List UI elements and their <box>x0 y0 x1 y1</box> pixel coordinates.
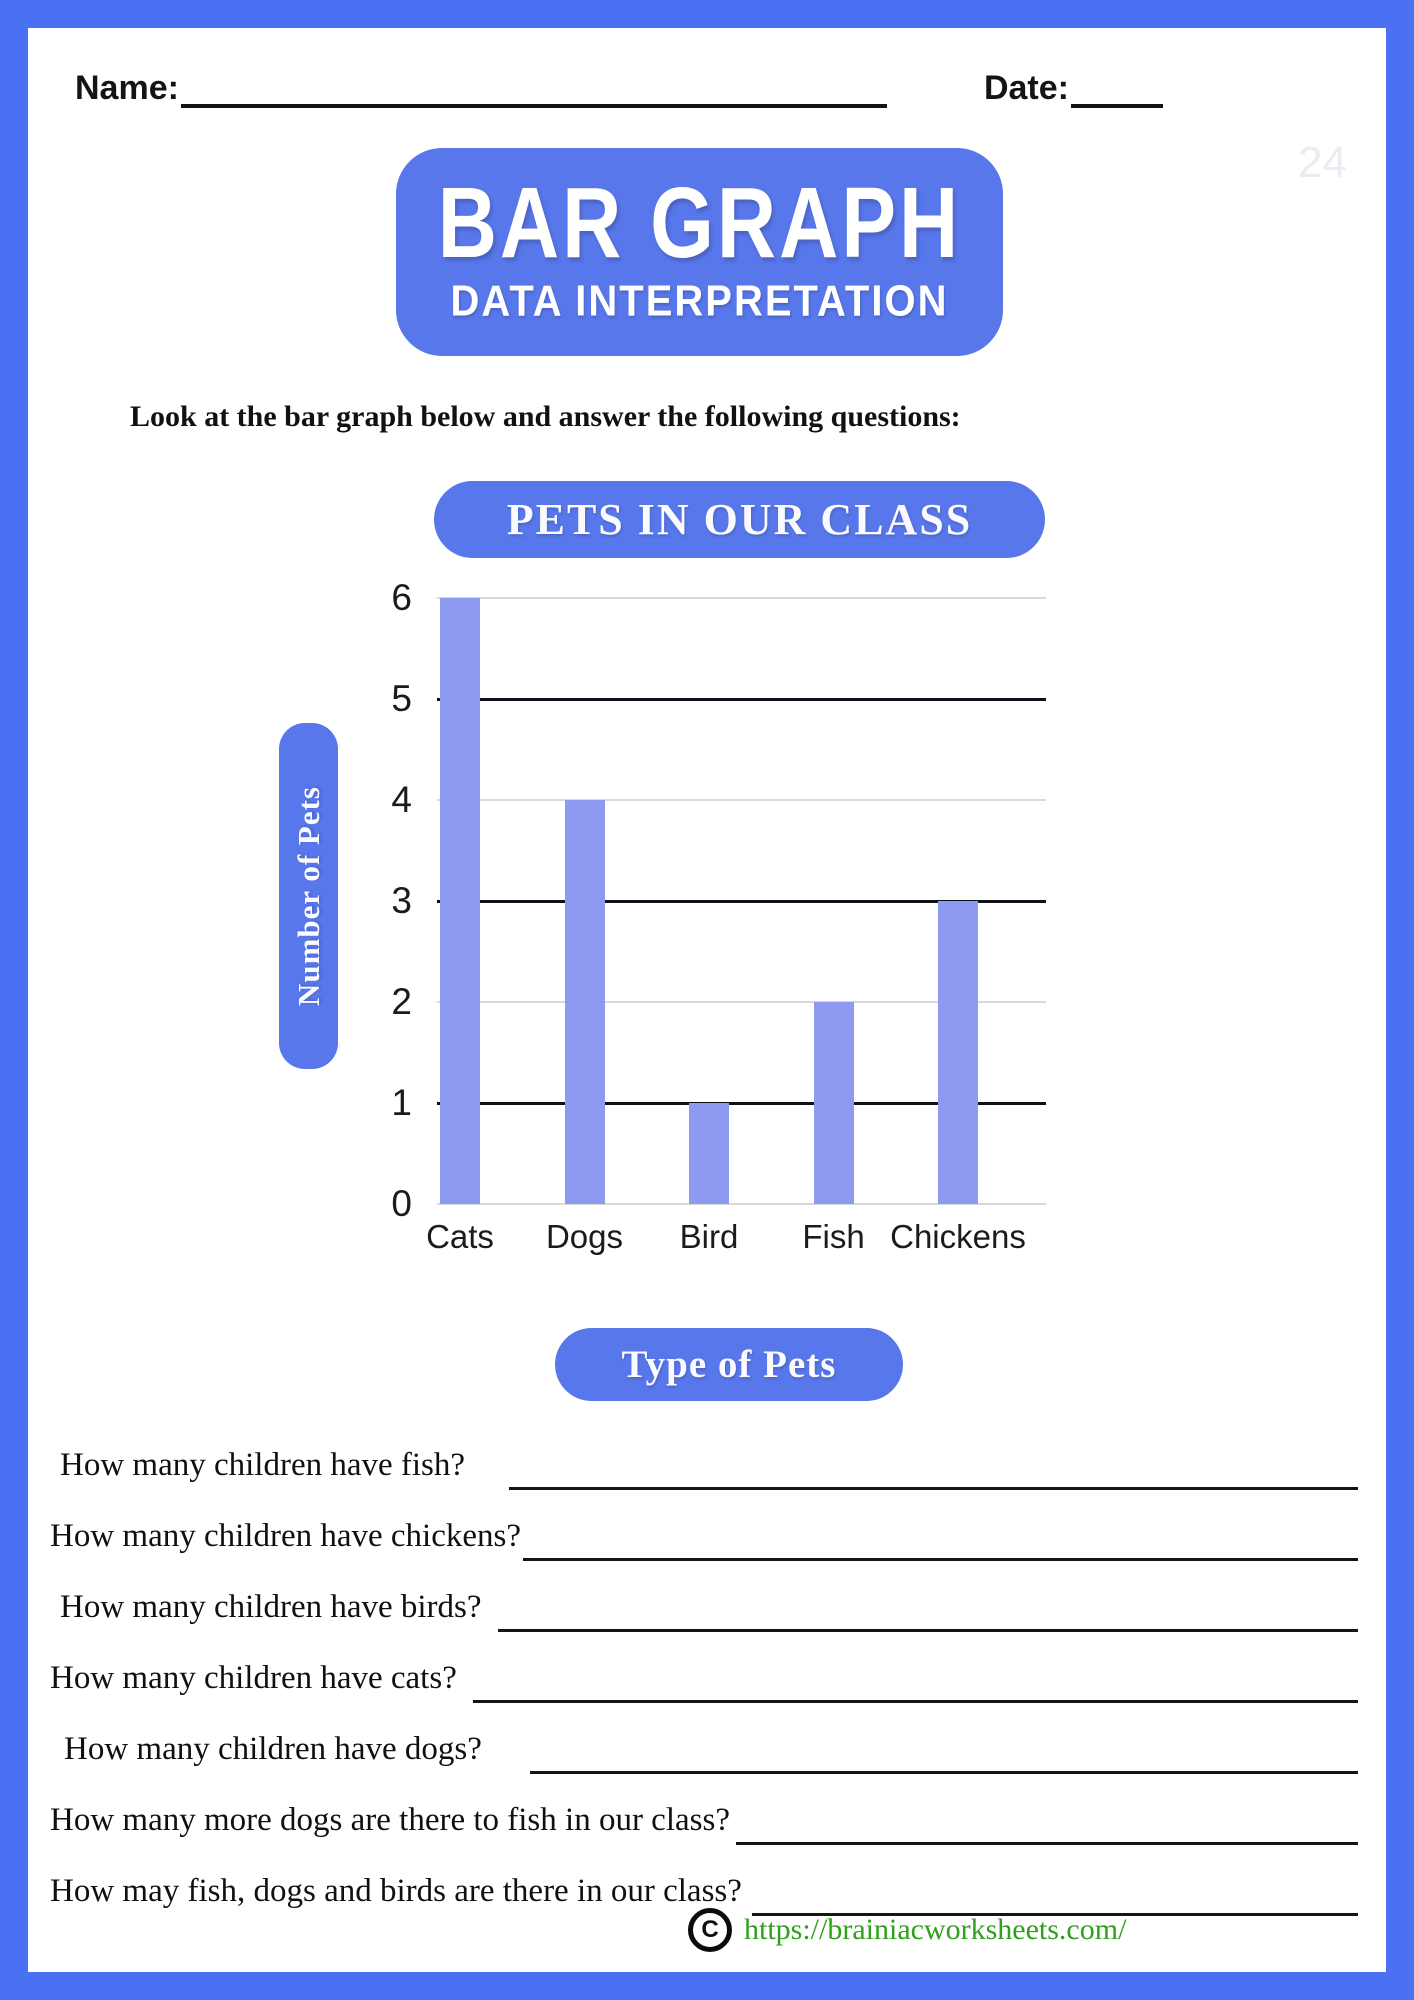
question-text: How may fish, dogs and birds are there i… <box>50 1873 742 1909</box>
gridline-dark <box>437 1102 1046 1105</box>
question-row: How may fish, dogs and birds are there i… <box>50 1845 1358 1916</box>
y-tick-label: 5 <box>391 678 412 719</box>
question-text: How many children have birds? <box>60 1589 482 1625</box>
page-number-watermark: 24 <box>1298 138 1347 187</box>
y-tick-label: 3 <box>391 880 412 921</box>
x-tick-label: Bird <box>679 1218 739 1255</box>
gridline <box>437 1001 1046 1003</box>
x-tick-label: Fish <box>802 1218 865 1255</box>
answer-line <box>529 1759 1358 1774</box>
answer-line <box>751 1901 1358 1916</box>
y-tick-label: 6 <box>391 577 412 618</box>
question-row: How many more dogs are there to fish in … <box>50 1774 1358 1845</box>
x-tick-label: Chickens <box>890 1218 1026 1255</box>
x-tick-label: Cats <box>426 1218 494 1255</box>
bar-bird <box>689 1103 729 1204</box>
bar-dogs <box>564 800 605 1204</box>
gridline <box>437 799 1046 801</box>
bar-fish <box>813 1002 854 1204</box>
answer-line <box>497 1617 1358 1632</box>
y-tick-label: 1 <box>391 1082 412 1123</box>
chart-title: PETS IN OUR CLASS <box>434 481 1045 558</box>
y-axis-title: Number of Pets <box>279 723 338 1069</box>
questions-list: How many children have fish? How many chi… <box>50 1419 1358 1916</box>
footer: C https://brainiacworksheets.com/ <box>688 1908 1126 1952</box>
question-row: How many children have fish? <box>50 1419 1358 1490</box>
date-blank-line <box>1070 94 1163 108</box>
worksheet-subtitle: DATA INTERPRETATION <box>450 276 949 326</box>
answer-line <box>523 1546 1358 1561</box>
question-row: How many children have dogs? <box>50 1703 1358 1774</box>
footer-link[interactable]: https://brainiacworksheets.com/ <box>744 1913 1127 1946</box>
x-tick-label: Dogs <box>545 1218 624 1255</box>
gridline <box>437 597 1046 599</box>
header-row: Name: Date: <box>75 60 1339 108</box>
bar-cats <box>440 598 480 1204</box>
answer-line <box>735 1830 1358 1845</box>
question-text: How many children have fish? <box>60 1447 466 1483</box>
question-text: How many children have chickens? <box>50 1518 521 1554</box>
x-axis-title: Type of Pets <box>555 1328 903 1401</box>
gridline <box>437 1203 1046 1205</box>
date-label: Date: <box>983 69 1069 107</box>
chart-plot: Cats Dogs Bird Fish Chickens <box>426 597 1046 1255</box>
y-tick-label: 0 <box>391 1183 412 1224</box>
y-tick-label: 2 <box>391 981 412 1022</box>
question-row: How many children have cats? <box>50 1632 1358 1703</box>
question-text: How many children have cats? <box>50 1660 457 1696</box>
y-axis-ticks: 0 1 2 3 4 5 6 <box>318 577 412 1258</box>
y-tick-label: 4 <box>391 779 412 820</box>
answer-line <box>509 1475 1358 1490</box>
instruction-text: Look at the bar graph below and answer t… <box>130 400 961 433</box>
name-blank-line <box>180 94 887 108</box>
question-text: How many more dogs are there to fish in … <box>50 1802 730 1838</box>
gridline-dark <box>437 698 1046 701</box>
answer-line <box>472 1688 1358 1703</box>
name-label: Name: <box>75 69 179 107</box>
question-text: How many children have dogs? <box>64 1731 482 1767</box>
worksheet-title-box: BAR GRAPH DATA INTERPRETATION <box>396 148 1003 356</box>
copyright-icon: C <box>688 1908 732 1952</box>
question-row: How many children have chickens? <box>50 1490 1358 1561</box>
bar-chickens <box>938 901 978 1204</box>
question-row: How many children have birds? <box>50 1561 1358 1632</box>
gridline-dark <box>437 900 1046 903</box>
worksheet-title: BAR GRAPH <box>437 167 962 279</box>
